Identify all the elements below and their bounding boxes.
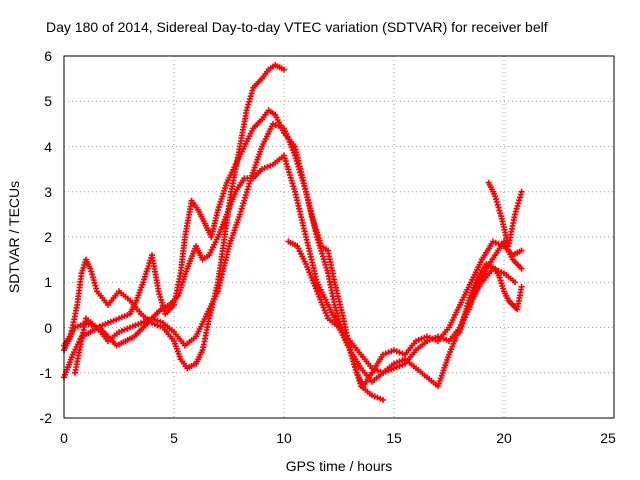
y-tick-label: 0 (44, 320, 52, 336)
data-point (320, 256, 327, 263)
chart-title: Day 180 of 2014, Sidereal Day-to-day VTE… (46, 19, 548, 35)
data-point (347, 349, 354, 356)
plot-border (63, 55, 615, 419)
data-point (247, 93, 254, 100)
series-track-4 (72, 120, 386, 403)
y-tick-label: 3 (44, 184, 52, 200)
series-track-3 (61, 152, 518, 390)
x-tick-label: 5 (170, 430, 178, 446)
series-track-6 (457, 261, 525, 335)
y-tick-label: 1 (44, 274, 52, 290)
grid (64, 56, 614, 418)
y-tick-label: 4 (44, 139, 52, 155)
data-point (518, 247, 525, 254)
y-tick-label: 6 (44, 48, 52, 64)
data-point (317, 296, 324, 303)
y-axis: -2 -1 0 1 2 3 4 5 6 (40, 48, 53, 426)
data-point (493, 198, 500, 205)
x-tick-label: 10 (276, 430, 292, 446)
data-point (497, 210, 504, 217)
data-point (92, 282, 99, 289)
data-point (457, 326, 464, 333)
y-tick-label: 2 (44, 229, 52, 245)
x-tick-label: 20 (496, 430, 512, 446)
y-tick-label: -1 (40, 365, 53, 381)
data-point (512, 279, 518, 286)
x-tick-label: 15 (386, 430, 402, 446)
y-axis-label: SDTVAR / TECUs (6, 181, 22, 293)
data-points (61, 62, 525, 403)
data-point (309, 277, 316, 284)
data-point (353, 369, 360, 376)
x-tick-label: 0 (60, 430, 68, 446)
x-tick-label: 25 (600, 430, 616, 446)
series-track-7 (485, 179, 525, 250)
data-point (459, 320, 466, 327)
data-point (463, 306, 470, 312)
y-tick-label: -2 (40, 410, 53, 426)
data-point (518, 265, 525, 272)
x-axis-label: GPS time / hours (286, 458, 393, 474)
data-point (497, 277, 504, 284)
x-axis: 0 5 10 15 20 25 (60, 430, 616, 446)
data-point (244, 104, 251, 111)
data-point (380, 396, 386, 403)
data-point (156, 291, 163, 298)
y-tick-label: 5 (44, 93, 52, 109)
data-point (518, 283, 525, 290)
data-point (81, 262, 88, 269)
data-point (281, 66, 287, 73)
data-point (333, 307, 340, 314)
data-point (461, 311, 468, 318)
data-point (518, 188, 525, 195)
